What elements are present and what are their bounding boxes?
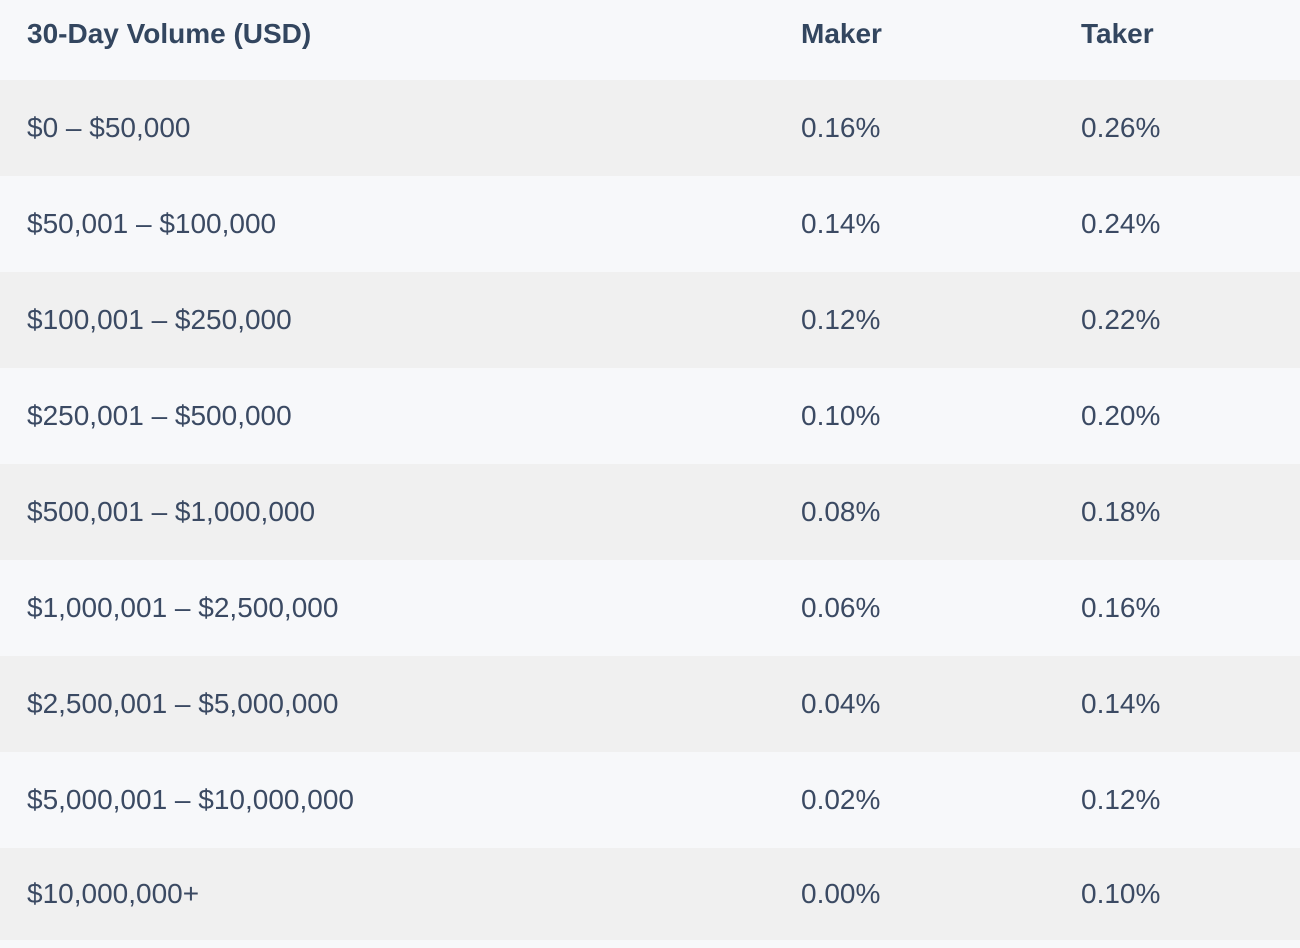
taker-fee-cell: 0.16% — [1081, 592, 1161, 623]
maker-fee-cell: 0.12% — [801, 304, 881, 335]
volume-cell: $50,001 – $100,000 — [27, 208, 277, 239]
taker-fee-cell: 0.22% — [1081, 304, 1161, 335]
volume-cell: $0 – $50,000 — [27, 112, 191, 143]
table-row: $100,001 – $250,000 0.12% 0.22% — [0, 272, 1300, 368]
taker-fee-cell: 0.12% — [1081, 784, 1161, 815]
taker-fee-cell: 0.24% — [1081, 208, 1161, 239]
maker-fee-cell: 0.16% — [801, 112, 881, 143]
table-row: $50,001 – $100,000 0.14% 0.24% — [0, 176, 1300, 272]
taker-fee-cell: 0.10% — [1081, 878, 1161, 909]
table-row: $2,500,001 – $5,000,000 0.04% 0.14% — [0, 656, 1300, 752]
volume-cell: $2,500,001 – $5,000,000 — [27, 688, 339, 719]
taker-fee-cell: 0.20% — [1081, 400, 1161, 431]
header-maker: Maker — [801, 18, 882, 49]
volume-cell: $5,000,001 – $10,000,000 — [27, 784, 354, 815]
maker-fee-cell: 0.08% — [801, 496, 881, 527]
header-volume: 30-Day Volume (USD) — [27, 18, 312, 49]
header-taker: Taker — [1081, 18, 1154, 49]
taker-fee-cell: 0.18% — [1081, 496, 1161, 527]
maker-fee-cell: 0.14% — [801, 208, 881, 239]
table-row: $5,000,001 – $10,000,000 0.02% 0.12% — [0, 752, 1300, 848]
maker-fee-cell: 0.06% — [801, 592, 881, 623]
volume-cell: $100,001 – $250,000 — [27, 304, 292, 335]
maker-fee-cell: 0.00% — [801, 878, 881, 909]
volume-cell: $10,000,000+ — [27, 878, 200, 909]
taker-fee-cell: 0.26% — [1081, 112, 1161, 143]
volume-cell: $1,000,001 – $2,500,000 — [27, 592, 339, 623]
table-header-row: 30-Day Volume (USD) Maker Taker — [0, 0, 1300, 80]
maker-fee-cell: 0.10% — [801, 400, 881, 431]
table-row: $0 – $50,000 0.16% 0.26% — [0, 80, 1300, 176]
volume-cell: $500,001 – $1,000,000 — [27, 496, 316, 527]
table-row: $250,001 – $500,000 0.10% 0.20% — [0, 368, 1300, 464]
taker-fee-cell: 0.14% — [1081, 688, 1161, 719]
volume-cell: $250,001 – $500,000 — [27, 400, 292, 431]
table-row: $500,001 – $1,000,000 0.08% 0.18% — [0, 464, 1300, 560]
table-row: $1,000,001 – $2,500,000 0.06% 0.16% — [0, 560, 1300, 656]
table-row: $10,000,000+ 0.00% 0.10% — [0, 848, 1300, 940]
maker-fee-cell: 0.04% — [801, 688, 881, 719]
maker-fee-cell: 0.02% — [801, 784, 881, 815]
